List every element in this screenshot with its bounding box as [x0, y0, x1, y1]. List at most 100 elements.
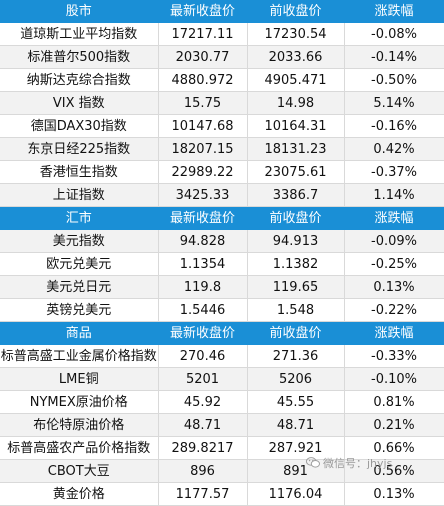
instrument-name: 英镑兑美元 [0, 298, 159, 322]
change-percent-cell: 0.56% [344, 459, 444, 483]
instrument-name: CBOT大豆 [0, 459, 159, 483]
latest-close-cell: 45.92 [158, 390, 248, 414]
instrument-name: 欧元兑美元 [0, 252, 159, 276]
previous-close-cell: 4905.471 [247, 68, 345, 92]
instrument-name: 香港恒生指数 [0, 160, 159, 184]
table-row: 东京日经225指数 18207.15 18131.23 0.42% [0, 137, 444, 161]
previous-close-cell: 3386.7 [247, 183, 345, 207]
previous-close-cell: 287.921 [247, 436, 345, 460]
section-title: 汇市 [0, 206, 159, 230]
latest-close-cell: 94.828 [158, 229, 248, 253]
instrument-name: VIX 指数 [0, 91, 159, 115]
instrument-name: 标普高盛农产品价格指数 [0, 436, 159, 460]
table-row: 道琼斯工业平均指数 17217.11 17230.54 -0.08% [0, 22, 444, 46]
section-header-row: 汇市 最新收盘价 前收盘价 涨跌幅 [0, 206, 444, 230]
table-row: 香港恒生指数 22989.22 23075.61 -0.37% [0, 160, 444, 184]
instrument-name: NYMEX原油价格 [0, 390, 159, 414]
change-percent-cell: 0.81% [344, 390, 444, 414]
previous-close-cell: 18131.23 [247, 137, 345, 161]
change-percent-cell: 1.14% [344, 183, 444, 207]
change-percent-cell: -0.14% [344, 45, 444, 69]
change-percent-cell: -0.10% [344, 367, 444, 391]
table-row: NYMEX原油价格 45.92 45.55 0.81% [0, 390, 444, 414]
instrument-name: 标准普尔500指数 [0, 45, 159, 69]
change-percent-cell: -0.22% [344, 298, 444, 322]
section-header-row: 股市 最新收盘价 前收盘价 涨跌幅 [0, 0, 444, 23]
previous-close-cell: 45.55 [247, 390, 345, 414]
previous-close-cell: 94.913 [247, 229, 345, 253]
change-percent-cell: -0.09% [344, 229, 444, 253]
instrument-name: 黄金价格 [0, 482, 159, 506]
latest-close-cell: 270.46 [158, 344, 248, 368]
previous-close-cell: 10164.31 [247, 114, 345, 138]
change-percent-cell: 0.13% [344, 482, 444, 506]
latest-close-cell: 5201 [158, 367, 248, 391]
previous-close-cell: 5206 [247, 367, 345, 391]
latest-close-cell: 289.8217 [158, 436, 248, 460]
change-percent-cell: 0.42% [344, 137, 444, 161]
table-row: 标普高盛农产品价格指数 289.8217 287.921 0.66% [0, 436, 444, 460]
table-row: 德国DAX30指数 10147.68 10164.31 -0.16% [0, 114, 444, 138]
table-row: VIX 指数 15.75 14.98 5.14% [0, 91, 444, 115]
change-percent-cell: -0.25% [344, 252, 444, 276]
latest-close-cell: 1177.57 [158, 482, 248, 506]
change-percent-cell: -0.16% [344, 114, 444, 138]
wechat-icon [306, 457, 320, 468]
latest-close-cell: 119.8 [158, 275, 248, 299]
table-row: 上证指数 3425.33 3386.7 1.14% [0, 183, 444, 207]
instrument-name: 布伦特原油价格 [0, 413, 159, 437]
table-row: 美元兑日元 119.8 119.65 0.13% [0, 275, 444, 299]
latest-close-cell: 22989.22 [158, 160, 248, 184]
change-percent-cell: 0.21% [344, 413, 444, 437]
section-header-row: 商品 最新收盘价 前收盘价 涨跌幅 [0, 321, 444, 345]
table-row: 英镑兑美元 1.5446 1.548 -0.22% [0, 298, 444, 322]
previous-close-cell: 119.65 [247, 275, 345, 299]
column-header: 最新收盘价 [158, 321, 248, 345]
watermark: 微信号：jhyjs [306, 455, 392, 471]
instrument-name: LME铜 [0, 367, 159, 391]
section-title: 商品 [0, 321, 159, 345]
column-header: 涨跌幅 [344, 0, 444, 23]
table-row: 标普高盛工业金属价格指数 270.46 271.36 -0.33% [0, 344, 444, 368]
instrument-name: 美元兑日元 [0, 275, 159, 299]
instrument-name: 上证指数 [0, 183, 159, 207]
change-percent-cell: 0.13% [344, 275, 444, 299]
latest-close-cell: 2030.77 [158, 45, 248, 69]
latest-close-cell: 15.75 [158, 91, 248, 115]
instrument-name: 美元指数 [0, 229, 159, 253]
latest-close-cell: 4880.972 [158, 68, 248, 92]
table-row: 布伦特原油价格 48.71 48.71 0.21% [0, 413, 444, 437]
latest-close-cell: 3425.33 [158, 183, 248, 207]
previous-close-cell: 1176.04 [247, 482, 345, 506]
column-header: 最新收盘价 [158, 0, 248, 23]
column-header: 涨跌幅 [344, 206, 444, 230]
change-percent-cell: 0.66% [344, 436, 444, 460]
previous-close-cell: 48.71 [247, 413, 345, 437]
table-row: 美元指数 94.828 94.913 -0.09% [0, 229, 444, 253]
table-row: CBOT大豆 896 891 0.56% [0, 459, 444, 483]
table-row: 欧元兑美元 1.1354 1.1382 -0.25% [0, 252, 444, 276]
table-row: 黄金价格 1177.57 1176.04 0.13% [0, 482, 444, 506]
latest-close-cell: 896 [158, 459, 248, 483]
latest-close-cell: 1.1354 [158, 252, 248, 276]
change-percent-cell: -0.08% [344, 22, 444, 46]
previous-close-cell: 1.548 [247, 298, 345, 322]
change-percent-cell: 5.14% [344, 91, 444, 115]
instrument-name: 标普高盛工业金属价格指数 [0, 344, 159, 368]
table-row: 纳斯达克综合指数 4880.972 4905.471 -0.50% [0, 68, 444, 92]
previous-close-cell: 23075.61 [247, 160, 345, 184]
instrument-name: 纳斯达克综合指数 [0, 68, 159, 92]
instrument-name: 东京日经225指数 [0, 137, 159, 161]
latest-close-cell: 1.5446 [158, 298, 248, 322]
change-percent-cell: -0.37% [344, 160, 444, 184]
latest-close-cell: 48.71 [158, 413, 248, 437]
instrument-name: 德国DAX30指数 [0, 114, 159, 138]
previous-close-cell: 1.1382 [247, 252, 345, 276]
column-header: 最新收盘价 [158, 206, 248, 230]
latest-close-cell: 17217.11 [158, 22, 248, 46]
previous-close-cell: 14.98 [247, 91, 345, 115]
previous-close-cell: 2033.66 [247, 45, 345, 69]
column-header: 前收盘价 [247, 321, 345, 345]
column-header: 前收盘价 [247, 0, 345, 23]
previous-close-cell: 271.36 [247, 344, 345, 368]
